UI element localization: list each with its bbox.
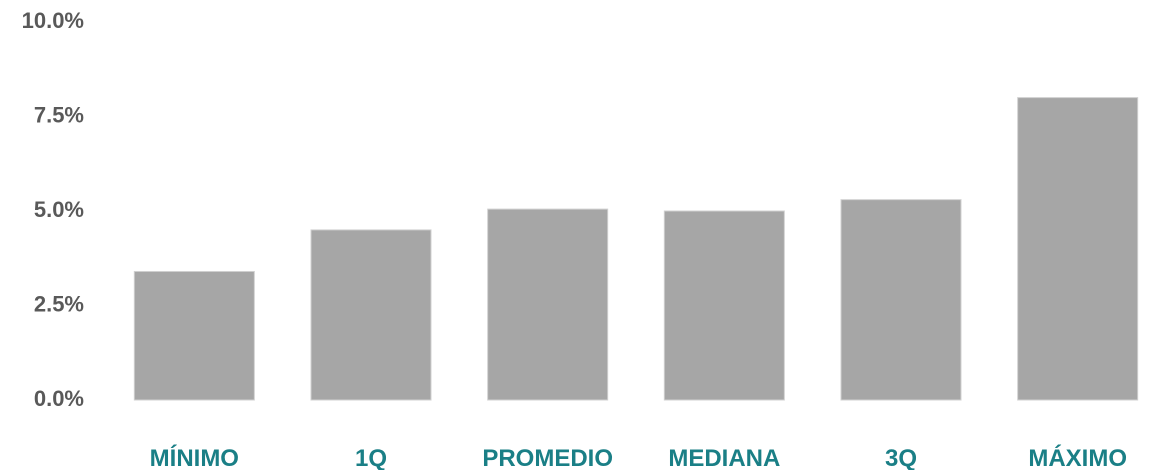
bar-3 — [663, 210, 785, 401]
y-tick-label: 10.0% — [22, 8, 84, 33]
y-tick-label: 2.5% — [34, 291, 84, 316]
y-axis: 0.0% 2.5% 5.0% 7.5% 10.0% — [22, 8, 84, 411]
bars — [133, 97, 1139, 401]
x-category-label: MÍNIMO — [150, 444, 239, 470]
x-category-label: PROMEDIO — [482, 445, 613, 470]
y-tick-label: 7.5% — [34, 102, 84, 127]
y-tick-label: 5.0% — [34, 197, 84, 222]
bar-4 — [840, 199, 962, 401]
y-tick-label: 0.0% — [34, 386, 84, 411]
x-category-label: 3Q — [885, 445, 917, 470]
bar-2 — [487, 208, 609, 401]
bar-5 — [1017, 97, 1139, 401]
bar-0 — [133, 270, 255, 401]
bar-1 — [310, 229, 432, 401]
x-category-label: 1Q — [355, 445, 387, 470]
x-category-label: MÁXIMO — [1028, 444, 1127, 470]
x-axis: MÍNIMO 1Q PROMEDIO MEDIANA 3Q MÁXIMO — [150, 444, 1127, 470]
x-category-label: MEDIANA — [668, 445, 780, 470]
